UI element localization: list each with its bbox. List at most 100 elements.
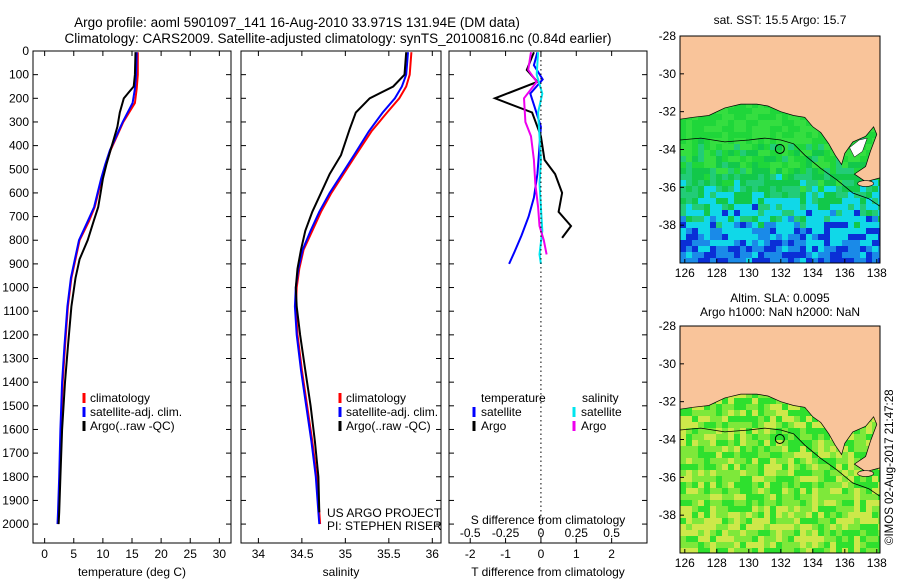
field-cell <box>824 228 830 234</box>
field-cell <box>764 144 770 150</box>
field-cell <box>812 524 818 530</box>
field-cell <box>752 150 758 156</box>
field-cell <box>728 198 734 204</box>
field-cell <box>818 422 824 428</box>
field-cell <box>770 180 776 186</box>
field-cell <box>752 458 758 464</box>
field-cell <box>758 494 764 500</box>
field-cell <box>686 422 692 428</box>
field-cell <box>812 482 818 488</box>
field-cell <box>722 440 728 446</box>
field-cell <box>806 542 812 548</box>
field-cell <box>716 404 722 410</box>
field-cell <box>770 404 776 410</box>
field-cell <box>746 174 752 180</box>
field-cell <box>734 198 740 204</box>
field-cell <box>872 234 878 240</box>
field-cell <box>746 392 752 398</box>
field-cell <box>812 506 818 512</box>
field-cell <box>794 506 800 512</box>
field-cell <box>728 500 734 506</box>
field-cell <box>758 174 764 180</box>
field-cell <box>842 252 848 258</box>
field-cell <box>764 446 770 452</box>
field-cell <box>746 162 752 168</box>
field-cell <box>830 506 836 512</box>
series-line-argo---raw--qc- <box>57 52 137 525</box>
field-cell <box>824 512 830 518</box>
field-cell <box>824 186 830 192</box>
field-cell <box>770 132 776 138</box>
field-cell <box>728 434 734 440</box>
field-cell <box>686 252 692 258</box>
field-cell <box>710 410 716 416</box>
field-cell <box>770 518 776 524</box>
field-cell <box>734 452 740 458</box>
field-cell <box>866 542 872 548</box>
field-cell <box>806 440 812 446</box>
field-cell <box>686 458 692 464</box>
isobath-contour <box>680 427 880 497</box>
field-cell <box>752 536 758 542</box>
x-tick-label: 35.5 <box>377 547 401 561</box>
field-cell <box>764 132 770 138</box>
field-cell <box>800 246 806 252</box>
field-cell <box>788 204 794 210</box>
field-cell <box>728 150 734 156</box>
field-cell <box>776 476 782 482</box>
field-cell <box>878 512 880 518</box>
field-cell <box>686 174 692 180</box>
field-cell <box>752 452 758 458</box>
x-tick-label: 134 <box>803 556 823 570</box>
field-cell <box>782 422 788 428</box>
y-tick-label: -28 <box>659 319 677 333</box>
field-cell <box>746 500 752 506</box>
field-cell <box>836 470 842 476</box>
field-cell <box>716 476 722 482</box>
field-cell <box>776 210 782 216</box>
field-cell <box>794 500 800 506</box>
field-cell <box>848 198 854 204</box>
field-cell <box>728 422 734 428</box>
field-cell <box>782 506 788 512</box>
field-cell <box>752 434 758 440</box>
field-cell <box>764 536 770 542</box>
field-cell <box>824 506 830 512</box>
field-cell <box>740 518 746 524</box>
field-cell <box>794 222 800 228</box>
field-cell <box>788 138 794 144</box>
timestamp-stamp: ©IMOS 02-Aug-2017 21:47:28 <box>884 389 896 545</box>
field-cell <box>740 506 746 512</box>
field-cell <box>716 204 722 210</box>
field-cell <box>794 548 800 553</box>
field-cell <box>866 494 872 500</box>
field-cell <box>854 500 860 506</box>
field-cell <box>770 258 776 263</box>
field-cell <box>740 494 746 500</box>
field-cell <box>842 204 848 210</box>
field-cell <box>740 404 746 410</box>
field-cell <box>686 228 692 234</box>
field-cell <box>764 180 770 186</box>
field-cell <box>782 536 788 542</box>
field-cell <box>800 470 806 476</box>
field-cell <box>698 416 704 422</box>
field-cell <box>728 440 734 446</box>
field-cell <box>860 530 866 536</box>
x-axis-label: salinity <box>323 565 360 579</box>
y-tick-label: 700 <box>9 210 29 224</box>
field-cell <box>782 440 788 446</box>
field-cell <box>734 398 740 404</box>
field-cell <box>818 204 824 210</box>
field-cell <box>812 476 818 482</box>
field-cell <box>800 180 806 186</box>
field-cell <box>860 210 866 216</box>
field-cell <box>698 500 704 506</box>
field-cell <box>716 210 722 216</box>
field-cell <box>848 156 854 162</box>
field-cell <box>734 536 740 542</box>
field-cell <box>848 252 854 258</box>
field-cell <box>824 156 830 162</box>
field-cell <box>812 416 818 422</box>
field-cell <box>812 228 818 234</box>
